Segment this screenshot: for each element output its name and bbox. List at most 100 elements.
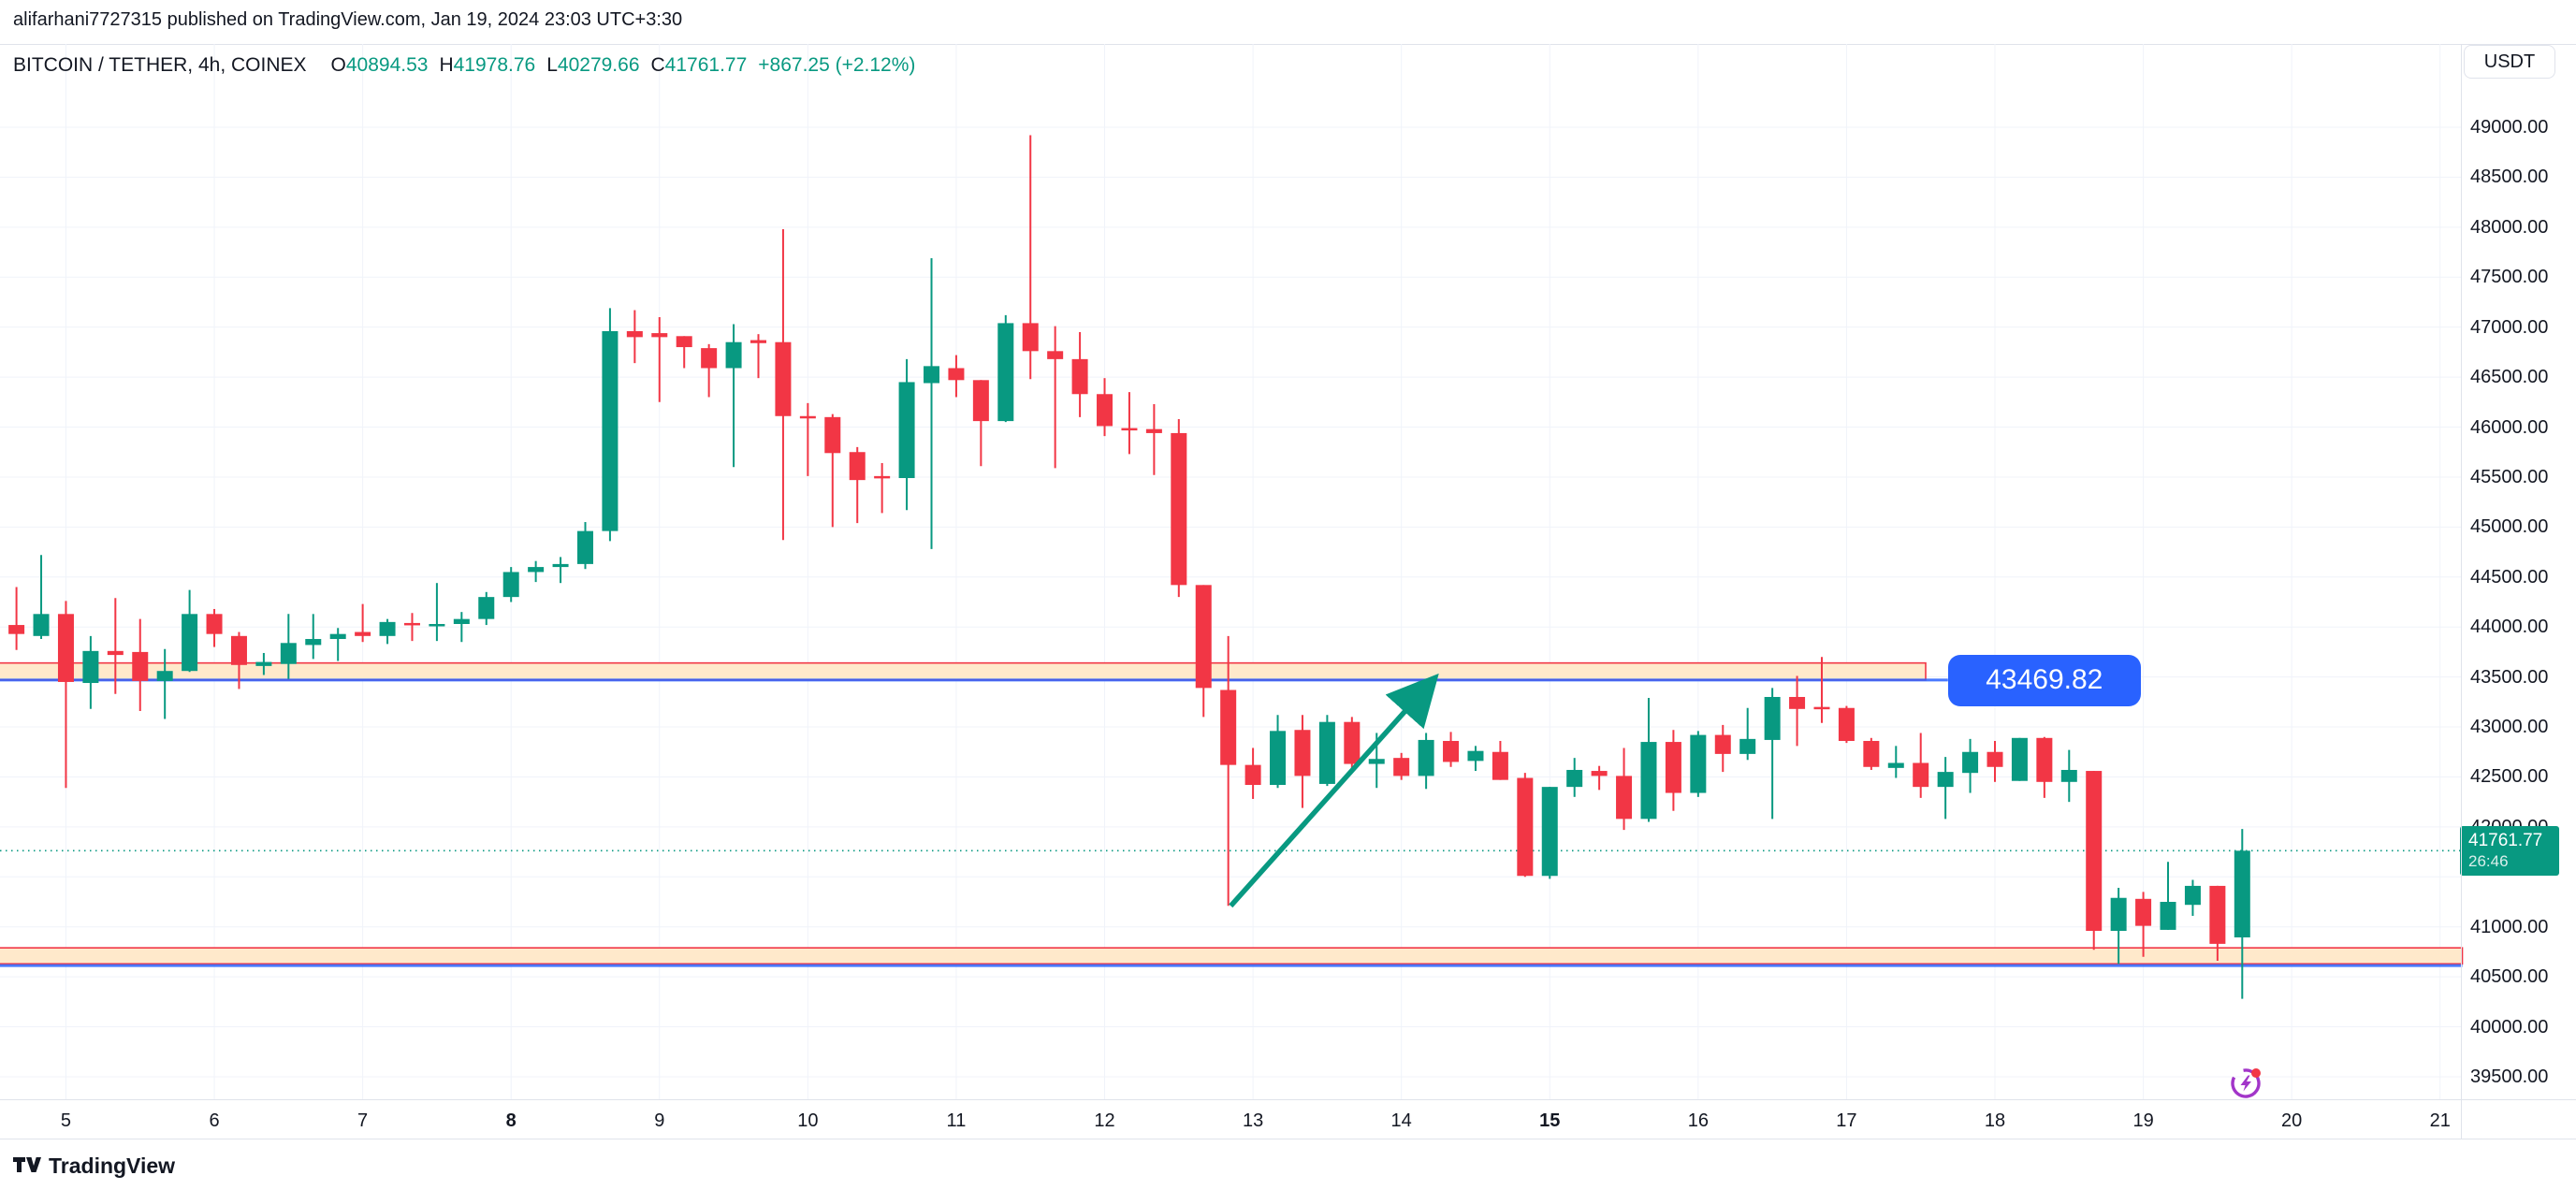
candle-body [206,614,223,634]
candle-body [1863,740,1880,767]
candle-body [1987,751,2003,767]
candle-body [1690,734,1707,793]
candle-body [775,341,792,416]
last-price-badge: 41761.77 26:46 [2460,826,2559,877]
candle-body [924,366,940,384]
time-tick-label: 12 [1094,1110,1115,1131]
candle-body [355,631,371,636]
ohlc-letter: O [330,54,346,76]
candle-body [1244,764,1261,786]
candle-body [874,475,891,479]
candle-body [2160,902,2176,930]
candle-body [1813,706,1830,710]
candle-body [2036,737,2053,782]
candle-body [528,567,545,573]
trend-arrow-drawing[interactable] [1229,673,1439,908]
time-tick-label: 6 [209,1110,220,1131]
candle-body [1566,769,1583,788]
time-tick-label: 11 [946,1110,967,1131]
change-value: +867.25 (+2.12%) [758,54,916,76]
candle-body [576,530,593,564]
candle-body [602,330,619,531]
time-tick-label: 9 [654,1110,665,1131]
time-axis-border [0,1099,2576,1100]
time-tick-label: 8 [505,1110,517,1131]
time-tick-label: 19 [2132,1110,2154,1131]
candle-body [1764,696,1781,740]
candle-body [1145,428,1162,433]
price-tick-label: 42500.00 [2470,766,2549,788]
price-tick-label: 40000.00 [2470,1016,2549,1038]
candle-body [552,563,569,568]
time-tick-label: 21 [2429,1110,2451,1131]
price-tick-label: 47500.00 [2470,267,2549,288]
candle-body [1097,394,1113,427]
ohlc-value: 41761.77 [664,54,748,76]
price-tick-label: 40500.00 [2470,966,2549,988]
price-tick-label: 39500.00 [2470,1066,2549,1087]
candle-body [1121,428,1138,431]
ohlc-letter: C [650,54,665,76]
ohlc-value: 40279.66 [557,54,640,76]
candle-body [1195,585,1212,689]
candle-body [1368,759,1385,764]
candle-body [2110,897,2127,931]
price-tick-label: 46000.00 [2470,416,2549,438]
candle-body [1047,351,1064,359]
time-tick-label: 13 [1242,1110,1264,1131]
candle-body [453,618,470,624]
candle-body [948,368,965,381]
candle-body [2086,771,2103,931]
candle-body [651,333,668,338]
price-tick-label: 43500.00 [2470,666,2549,688]
candle-body [1467,750,1484,762]
candle-body [1714,734,1731,754]
candle-body [1220,689,1237,765]
time-tick-label: 20 [2281,1110,2303,1131]
candle-body [2011,737,2028,781]
price-note-label[interactable]: 43469.82 [1947,654,2141,706]
candle-body [33,614,50,636]
candle-body [478,597,495,619]
candle-body [2060,769,2077,782]
candle-body [676,336,692,348]
price-tick-label: 49000.00 [2470,117,2549,138]
header-separator [0,44,2576,45]
time-tick-label: 7 [357,1110,369,1131]
candle-body [1318,721,1335,784]
price-tick-label: 44000.00 [2470,617,2549,638]
candle-body [1937,772,1954,788]
candle-body [1171,432,1187,586]
flash-events-icon[interactable] [2226,1062,2267,1103]
candle-body [1962,751,1979,774]
candle-body [255,661,272,666]
candle-body [1294,730,1311,776]
price-axis-border [2461,44,2462,1139]
candle-body [725,341,742,369]
time-tick-label: 18 [1984,1110,2006,1131]
candle-body [1789,696,1806,709]
price-tick-label: 45000.00 [2470,516,2549,538]
candle-body [1443,740,1460,762]
ohlc-letter: H [439,54,454,76]
support-zone[interactable] [0,947,2464,965]
candle-body [1913,762,1929,788]
tradingview-logo[interactable]: TradingView [13,1154,175,1179]
currency-toggle-button[interactable]: USDT [2464,45,2555,79]
candle-body [280,643,297,664]
time-tick-label: 16 [1687,1110,1709,1131]
price-tick-label: 48500.00 [2470,167,2549,188]
candle-body [2135,898,2152,926]
candle-body [429,623,445,627]
candle-body [1591,771,1608,776]
time-tick-label: 10 [797,1110,819,1131]
candle-body [750,340,766,343]
price-tick-label: 44500.00 [2470,566,2549,588]
candle-body [997,323,1014,422]
candle-body [305,639,322,646]
candle-body [502,572,519,598]
candle-body [230,635,247,665]
time-tick-label: 5 [60,1110,72,1131]
